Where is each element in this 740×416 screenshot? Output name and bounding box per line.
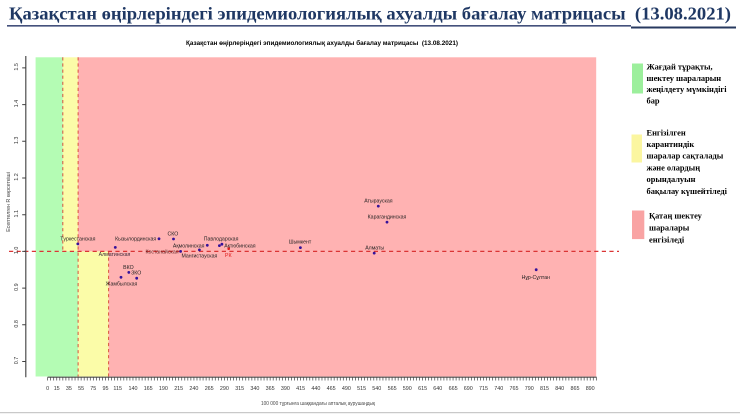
svg-text:190: 190	[159, 386, 168, 392]
svg-text:515: 515	[357, 386, 366, 392]
svg-text:490: 490	[342, 386, 351, 392]
svg-text:440: 440	[311, 386, 320, 392]
svg-text:Жамбылская: Жамбылская	[106, 282, 138, 288]
svg-text:640: 640	[433, 386, 442, 392]
svg-text:590: 590	[403, 386, 412, 392]
svg-text:Кызылординская: Кызылординская	[115, 236, 156, 242]
svg-text:290: 290	[220, 386, 229, 392]
svg-text:карантиндік: карантиндік	[647, 140, 695, 149]
svg-text:1.0: 1.0	[14, 247, 20, 255]
svg-text:енгізіледі: енгізіледі	[649, 236, 685, 245]
svg-text:Қазақстан өңірлеріндегі эпидем: Қазақстан өңірлеріндегі эпидемиологиялық…	[9, 4, 731, 24]
svg-text:шаралары: шаралары	[649, 224, 690, 233]
svg-text:Есептелген R көрсеткіші: Есептелген R көрсеткіші	[6, 172, 12, 232]
svg-text:ВКО: ВКО	[123, 265, 133, 271]
svg-text:715: 715	[479, 386, 488, 392]
svg-text:540: 540	[372, 386, 381, 392]
svg-text:465: 465	[327, 386, 336, 392]
svg-text:шаралар сақталады: шаралар сақталады	[647, 152, 724, 161]
svg-text:және олардың: және олардың	[647, 163, 701, 172]
svg-text:75: 75	[90, 386, 96, 392]
svg-text:Мангистауская: Мангистауская	[181, 254, 217, 260]
svg-text:жеңілдету мүмкіндігі: жеңілдету мүмкіндігі	[647, 85, 728, 94]
svg-text:Атырауская: Атырауская	[364, 199, 393, 205]
svg-text:Қатаң шектеу: Қатаң шектеу	[649, 212, 703, 221]
svg-text:0: 0	[46, 386, 49, 392]
svg-text:1.1: 1.1	[14, 210, 20, 218]
svg-text:Түркестанская: Түркестанская	[60, 236, 95, 242]
svg-text:Ақтюбинская: Ақтюбинская	[224, 243, 256, 249]
svg-text:140: 140	[129, 386, 138, 392]
svg-text:15: 15	[54, 386, 60, 392]
svg-text:Нұр-Сұлтан: Нұр-Сұлтан	[522, 275, 551, 281]
svg-text:1.3: 1.3	[14, 137, 20, 145]
svg-text:1.5: 1.5	[14, 63, 20, 71]
svg-text:0.7: 0.7	[14, 357, 20, 365]
svg-text:Карагандинская: Карагандинская	[368, 215, 407, 221]
svg-text:890: 890	[586, 386, 595, 392]
svg-text:100 000 тұрғынға шаққандағы ап: 100 000 тұрғынға шаққандағы апталық ауру…	[261, 401, 376, 407]
svg-text:Шымкент: Шымкент	[289, 240, 312, 246]
svg-text:Жағдай тұрақты,: Жағдай тұрақты,	[647, 63, 713, 72]
svg-text:0.8: 0.8	[14, 320, 20, 328]
svg-text:765: 765	[510, 386, 519, 392]
svg-text:165: 165	[144, 386, 153, 392]
svg-text:СКО: СКО	[168, 232, 179, 238]
svg-text:840: 840	[555, 386, 564, 392]
svg-text:865: 865	[571, 386, 580, 392]
svg-text:ЗКО: ЗКО	[131, 271, 141, 277]
svg-text:Енгізілген: Енгізілген	[647, 128, 686, 137]
svg-text:Костанайская: Костанайская	[145, 249, 178, 256]
svg-text:615: 615	[418, 386, 427, 392]
svg-text:740: 740	[494, 386, 503, 392]
svg-text:1.2: 1.2	[14, 173, 20, 181]
svg-text:665: 665	[449, 386, 458, 392]
svg-text:бар: бар	[647, 96, 660, 105]
svg-text:415: 415	[296, 386, 305, 392]
svg-text:1.4: 1.4	[14, 100, 20, 108]
svg-text:95: 95	[103, 386, 109, 392]
svg-text:35: 35	[66, 386, 72, 392]
svg-text:815: 815	[540, 386, 549, 392]
svg-text:РК: РК	[225, 253, 233, 259]
svg-text:215: 215	[174, 386, 183, 392]
svg-text:115: 115	[113, 386, 122, 392]
svg-text:бақылау күшейтіледі: бақылау күшейтіледі	[647, 187, 728, 196]
svg-text:265: 265	[205, 386, 214, 392]
svg-text:365: 365	[266, 386, 275, 392]
svg-text:Ақмолинская: Ақмолинская	[173, 244, 205, 250]
svg-text:390: 390	[281, 386, 290, 392]
svg-text:0.9: 0.9	[14, 283, 20, 291]
svg-text:55: 55	[78, 386, 84, 392]
svg-text:315: 315	[235, 386, 244, 392]
svg-text:565: 565	[388, 386, 397, 392]
svg-text:790: 790	[525, 386, 534, 392]
svg-text:шектеу шараларын: шектеу шараларын	[647, 74, 722, 83]
svg-text:Алматы: Алматы	[365, 246, 384, 252]
svg-text:240: 240	[189, 386, 198, 392]
svg-text:Алматинская: Алматинская	[99, 252, 131, 258]
svg-text:Павлодарская: Павлодарская	[204, 236, 239, 242]
svg-text:690: 690	[464, 386, 473, 392]
svg-text:340: 340	[250, 386, 259, 392]
svg-text:Қазақстан өңірлеріндегі эпидем: Қазақстан өңірлеріндегі эпидемиологиялық…	[186, 40, 458, 47]
svg-text:орындалуын: орындалуын	[647, 175, 696, 184]
